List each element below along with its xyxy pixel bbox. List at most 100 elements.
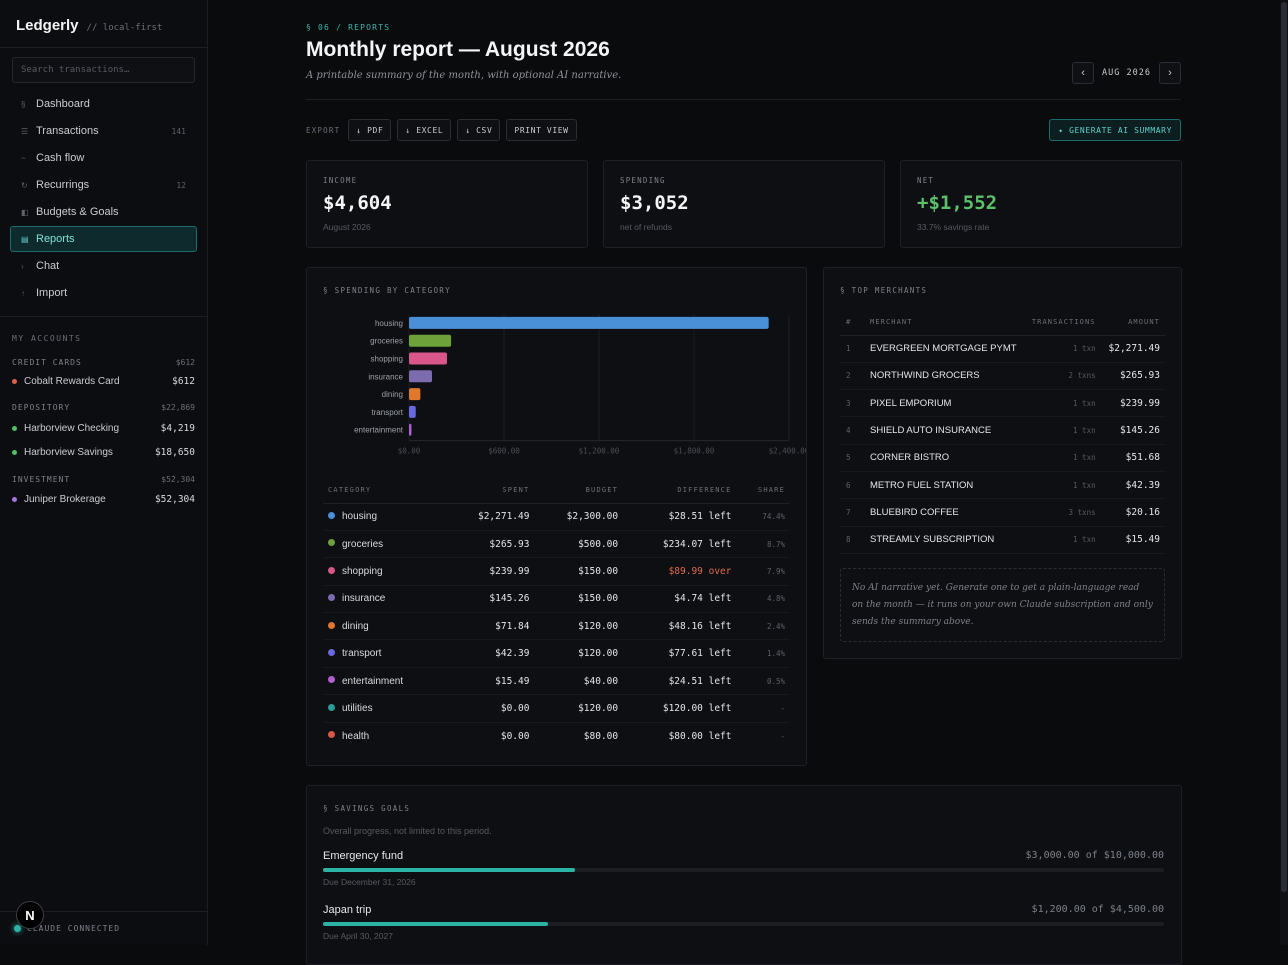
category-name: dining <box>342 620 369 632</box>
table-row[interactable]: dining $71.84 $120.00 $48.16 left 2.4% <box>323 612 790 641</box>
account-amount: $52,304 <box>154 493 195 505</box>
difference-cell: $48.16 left <box>623 612 737 641</box>
table-row[interactable]: 3 PIXEL EMPORIUM 1 txn $239.99 <box>840 389 1166 418</box>
account-row[interactable]: Harborview Checking $4,219 <box>12 421 195 435</box>
chart-bar <box>409 405 416 418</box>
dashboard-icon: § <box>21 99 26 109</box>
merchant-amount: $2,271.49 <box>1101 335 1166 363</box>
budget-cell: $150.00 <box>534 585 624 614</box>
income-card: INCOME $4,604 August 2026 <box>306 160 588 248</box>
dev-badge[interactable]: N <box>16 901 44 929</box>
table-row[interactable]: shopping $239.99 $150.00 $89.99 over 7.9% <box>323 557 790 586</box>
export-pdf-button[interactable]: ↓ PDF <box>348 119 392 141</box>
column-header-merchant[interactable]: MERCHANT <box>864 310 1025 336</box>
sidebar-item-transactions[interactable]: ☰ Transactions 141 <box>10 118 197 144</box>
column-header-category[interactable]: CATEGORY <box>323 478 446 504</box>
sidebar-item-import[interactable]: ↑ Import <box>10 280 197 306</box>
scrollbar-thumb[interactable] <box>1281 2 1287 892</box>
account-group-name: CREDIT CARDS <box>12 358 82 367</box>
account-amount: $4,219 <box>160 422 195 434</box>
chart-x-tick-label: $0.00 <box>398 447 421 456</box>
account-row[interactable]: Harborview Savings $18,650 <box>12 445 195 459</box>
category-name: housing <box>342 511 378 523</box>
spending-by-category-panel: § SPENDING BY CATEGORY $0.00 $600.00 $1,20… <box>306 267 807 766</box>
scrollbar[interactable] <box>1280 0 1288 945</box>
wave-icon: ~ <box>21 153 26 163</box>
share-cell: 1.4% <box>736 639 790 668</box>
sidebar-divider <box>0 316 207 317</box>
chart-category-label: groceries <box>370 337 403 346</box>
sidebar-item-recurrings[interactable]: ↻ Recurrings 12 <box>10 172 197 198</box>
table-row[interactable]: 8 STREAMLY SUBSCRIPTION 1 txn $15.49 <box>840 526 1166 554</box>
table-row[interactable]: entertainment $15.49 $40.00 $24.51 left 0.5% <box>323 667 790 696</box>
sidebar-item-budgets-goals[interactable]: ◧ Budgets & Goals <box>10 199 197 225</box>
sidebar-item-reports[interactable]: ▤ Reports <box>10 226 197 252</box>
category-cell: transport <box>323 639 446 668</box>
sidebar-item-chat[interactable]: › Chat <box>10 253 197 279</box>
repeat-icon: ↻ <box>21 180 28 190</box>
print-view-button[interactable]: PRINT VIEW <box>506 119 577 141</box>
app-name[interactable]: Ledgerly <box>16 17 79 34</box>
spent-cell: $145.26 <box>445 585 535 614</box>
merchant-rank: 3 <box>840 389 864 418</box>
sidebar-item-label: Budgets & Goals <box>36 206 119 218</box>
table-row[interactable]: health $0.00 $80.00 $80.00 left - <box>323 722 790 749</box>
export-csv-button[interactable]: ↓ CSV <box>457 119 501 141</box>
table-row[interactable]: 5 CORNER BISTRO 1 txn $51.68 <box>840 444 1166 472</box>
sidebar-item-label: Import <box>36 287 68 299</box>
search-input[interactable] <box>21 65 186 75</box>
category-cell: groceries <box>323 530 446 559</box>
table-row[interactable]: housing $2,271.49 $2,300.00 $28.51 left 74.4… <box>323 503 790 531</box>
account-group-investment: INVESTMENT $52,304 Juniper Brokerage $52,3… <box>0 475 207 506</box>
column-header-share[interactable]: SHARE <box>736 478 790 504</box>
prev-month-button[interactable]: ‹ <box>1072 62 1095 84</box>
merchant-name: METRO FUEL STATION <box>864 471 1025 500</box>
column-header-transactions[interactable]: TRANSACTIONS <box>1024 310 1102 336</box>
next-month-button[interactable]: › <box>1159 62 1181 84</box>
table-header-row: CATEGORY SPENT BUDGET DIFFERENCE SHARE <box>323 478 790 504</box>
export-excel-button[interactable]: ↓ EXCEL <box>397 119 452 141</box>
generate-ai-summary-button[interactable]: ✦ GENERATE AI SUMMARY <box>1049 119 1181 141</box>
sidebar-item-dashboard[interactable]: § Dashboard <box>10 91 197 117</box>
table-row[interactable]: 7 BLUEBIRD COFFEE 3 txns $20.16 <box>840 498 1166 527</box>
merchant-amount: $51.68 <box>1101 444 1166 472</box>
table-row[interactable]: 1 EVERGREEN MORTGAGE PYMT 1 txn $2,271.49 <box>840 335 1166 363</box>
sidebar-item-label: Chat <box>36 260 60 272</box>
spent-cell: $0.00 <box>500 730 530 742</box>
account-row[interactable]: Juniper Brokerage $52,304 <box>12 492 195 506</box>
account-group-credit-cards: CREDIT CARDS $612 Cobalt Rewards Card $612 <box>0 358 207 388</box>
month-navigator: ‹ AUG 2026 › <box>1072 62 1181 84</box>
column-header-difference[interactable]: DIFFERENCE <box>623 478 737 504</box>
merchant-amount: $145.26 <box>1101 416 1166 445</box>
table-row[interactable]: groceries $265.93 $500.00 $234.07 left 8.7% <box>323 530 790 559</box>
search-box[interactable] <box>12 57 195 83</box>
difference-cell: $234.07 left <box>623 530 737 559</box>
table-row[interactable]: 6 METRO FUEL STATION 1 txn $42.39 <box>840 471 1166 500</box>
column-header-spent[interactable]: SPENT <box>445 478 535 504</box>
merchant-amount: $15.49 <box>1101 526 1166 554</box>
table-row[interactable]: 2 NORTHWIND GROCERS 2 txns $265.93 <box>840 362 1166 391</box>
spent-cell: $265.93 <box>445 530 535 559</box>
table-row[interactable]: 4 SHIELD AUTO INSURANCE 1 txn $145.26 <box>840 416 1166 445</box>
category-color-dot <box>328 703 335 711</box>
table-row[interactable]: insurance $145.26 $150.00 $4.74 left 4.8% <box>323 585 790 614</box>
account-row[interactable]: Cobalt Rewards Card $612 <box>12 374 195 388</box>
column-header-amount[interactable]: AMOUNT <box>1101 310 1166 336</box>
table-row[interactable]: utilities $0.00 $120.00 $120.00 left - <box>323 694 790 723</box>
chart-x-tick-label: $600.00 <box>488 447 520 456</box>
sidebar-item-cash-flow[interactable]: ~ Cash flow <box>10 145 197 171</box>
top-merchants-panel: § TOP MERCHANTS # MERCHANT TRANSACTIONS … <box>823 267 1182 659</box>
category-name: utilities <box>342 702 373 714</box>
table-header-row: # MERCHANT TRANSACTIONS AMOUNT <box>840 310 1166 336</box>
column-header-budget[interactable]: BUDGET <box>534 478 624 504</box>
table-row[interactable]: transport $42.39 $120.00 $77.61 left 1.4% <box>323 639 790 668</box>
section-title: § SPENDING BY CATEGORY <box>323 286 451 295</box>
report-icon: ▤ <box>21 234 29 244</box>
category-color-dot <box>328 512 335 520</box>
chart-category-label: insurance <box>368 372 403 381</box>
merchant-rank: 2 <box>840 362 864 391</box>
status-dot-icon <box>14 925 21 932</box>
chat-icon: › <box>21 261 24 271</box>
chart-bar <box>409 423 412 436</box>
sidebar-item-count: 141 <box>171 126 186 136</box>
